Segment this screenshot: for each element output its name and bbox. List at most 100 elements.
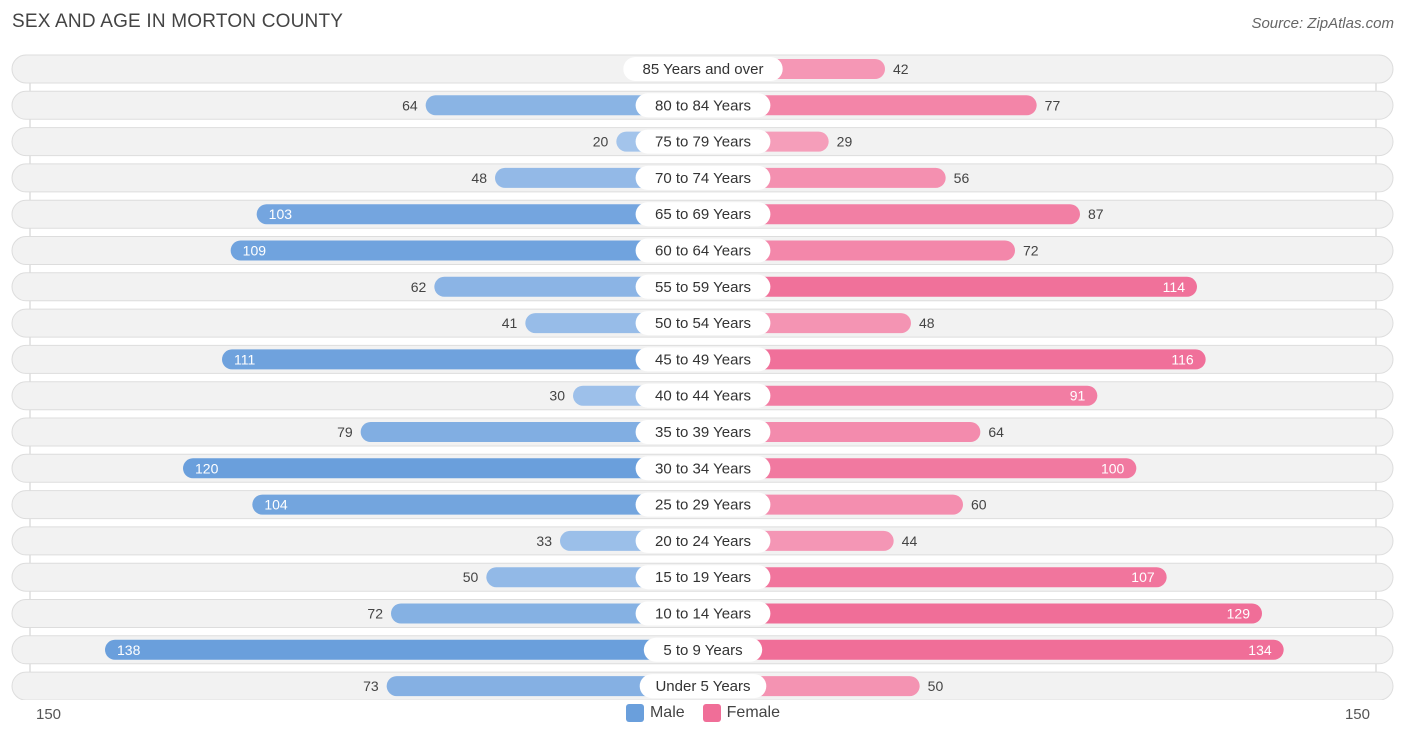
female-value-label: 56 xyxy=(954,170,970,186)
male-value-label: 20 xyxy=(593,134,609,150)
female-bar xyxy=(703,567,1167,588)
female-value-label: 64 xyxy=(988,424,1004,440)
category-label-pill xyxy=(635,528,771,553)
legend-female-label: Female xyxy=(726,704,781,721)
male-bar xyxy=(105,639,703,660)
legend-item-male[interactable]: Male xyxy=(625,704,685,722)
category-label: 40 to 44 Years xyxy=(655,388,751,405)
category-label: 75 to 79 Years xyxy=(655,134,751,151)
female-value-label: 87 xyxy=(1088,206,1104,222)
male-value-label: 120 xyxy=(195,460,219,476)
female-bar xyxy=(703,422,981,442)
male-bar xyxy=(256,204,703,225)
female-value-label: 44 xyxy=(902,533,918,549)
male-bar xyxy=(360,422,703,442)
male-value-label: 64 xyxy=(402,97,418,113)
female-bar xyxy=(703,204,1080,225)
female-value-label: 114 xyxy=(1163,279,1186,295)
axis-right-label: 150 xyxy=(1344,706,1370,723)
category-label: 15 to 19 Years xyxy=(655,569,751,586)
category-label-pill xyxy=(643,637,763,662)
category-label: 45 to 49 Years xyxy=(655,351,751,368)
male-bar xyxy=(434,276,703,297)
male-value-label: 41 xyxy=(502,315,518,331)
female-bar xyxy=(703,639,1284,660)
category-label-pill xyxy=(635,129,771,154)
category-label-pill xyxy=(635,165,771,190)
category-label-pill xyxy=(635,93,771,118)
female-value-label: 50 xyxy=(928,678,944,694)
male-bar xyxy=(425,95,703,116)
male-bar xyxy=(386,676,703,697)
category-label-pill xyxy=(635,383,771,408)
male-swatch xyxy=(625,704,644,722)
category-label: 20 to 24 Years xyxy=(655,533,751,550)
male-value-label: 72 xyxy=(367,606,383,622)
category-label-pill xyxy=(635,565,771,590)
female-value-label: 134 xyxy=(1248,642,1272,658)
category-label: 55 to 59 Years xyxy=(655,279,751,296)
female-bar xyxy=(703,349,1206,370)
category-label-pill xyxy=(639,674,767,699)
female-value-label: 60 xyxy=(971,497,987,513)
male-value-label: 104 xyxy=(264,497,288,513)
female-bar xyxy=(703,276,1197,297)
female-bar xyxy=(703,240,1015,261)
female-value-label: 48 xyxy=(919,315,935,331)
male-value-label: 62 xyxy=(411,279,427,295)
chart-title: SEX AND AGE IN MORTON COUNTY xyxy=(12,11,344,32)
male-value-label: 79 xyxy=(337,424,353,440)
source-label: Source: ZipAtlas.com xyxy=(1251,15,1394,32)
legend-item-female[interactable]: Female xyxy=(702,704,781,722)
category-label: 80 to 84 Years xyxy=(655,97,751,114)
category-label-pill xyxy=(635,202,771,227)
female-value-label: 72 xyxy=(1023,243,1039,259)
category-label: 10 to 14 Years xyxy=(655,606,751,623)
female-value-label: 107 xyxy=(1131,569,1155,585)
male-value-label: 33 xyxy=(536,533,552,549)
category-label-pill xyxy=(635,347,771,372)
category-label-pill xyxy=(635,456,771,481)
category-label-pill xyxy=(635,274,771,299)
category-label-pill xyxy=(635,492,771,517)
category-label-pill xyxy=(635,420,771,444)
male-value-label: 30 xyxy=(549,388,565,404)
female-bar xyxy=(703,95,1037,116)
category-label: 50 to 54 Years xyxy=(655,315,751,332)
male-value-label: 111 xyxy=(234,351,255,367)
male-value-label: 103 xyxy=(269,206,293,222)
male-value-label: 109 xyxy=(243,243,267,259)
female-bar xyxy=(703,385,1098,406)
male-bar xyxy=(183,458,703,479)
category-label-pill xyxy=(635,601,771,626)
male-bar xyxy=(391,603,703,624)
legend: Male Female xyxy=(0,704,1406,722)
category-label: 60 to 64 Years xyxy=(655,243,751,260)
female-value-label: 91 xyxy=(1070,388,1086,404)
category-label: 30 to 34 Years xyxy=(655,460,751,477)
female-value-label: 77 xyxy=(1045,97,1061,113)
category-label-pill xyxy=(635,238,771,263)
axis-left-label: 150 xyxy=(36,706,62,723)
category-label: 65 to 69 Years xyxy=(655,206,751,223)
male-bar xyxy=(252,494,704,515)
category-label: 35 to 39 Years xyxy=(655,424,751,441)
male-value-label: 48 xyxy=(471,170,487,186)
category-label: 5 to 9 Years xyxy=(663,642,742,659)
male-value-label: 73 xyxy=(363,678,379,694)
category-label-pill xyxy=(623,57,783,81)
category-label: 85 Years and over xyxy=(643,61,764,78)
male-value-label: 50 xyxy=(463,569,479,585)
female-bar xyxy=(703,603,1262,624)
female-value-label: 42 xyxy=(893,61,909,77)
female-value-label: 29 xyxy=(837,134,853,150)
male-bar xyxy=(222,349,703,370)
female-swatch xyxy=(702,704,721,722)
male-value-label: 138 xyxy=(117,642,141,658)
category-label-pill xyxy=(635,311,771,336)
category-label: 70 to 74 Years xyxy=(655,170,751,187)
female-value-label: 100 xyxy=(1101,460,1125,476)
category-label: 25 to 29 Years xyxy=(655,497,751,514)
category-label: Under 5 Years xyxy=(655,678,750,695)
